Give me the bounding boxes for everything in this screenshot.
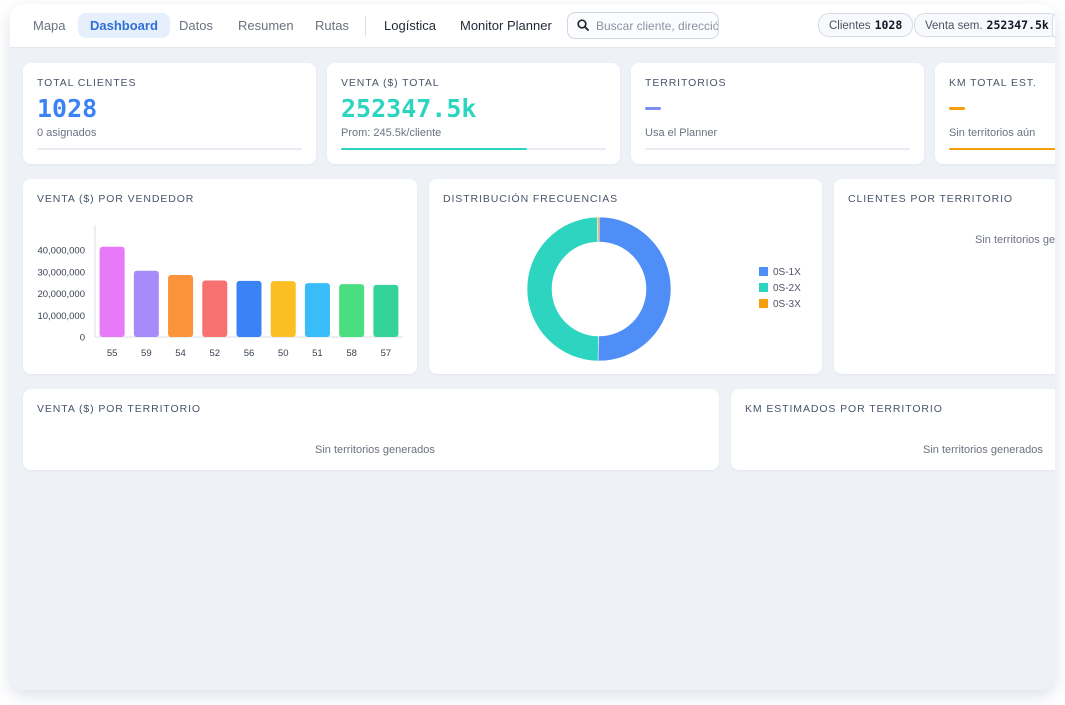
legend-swatch xyxy=(759,267,768,276)
nav-divider xyxy=(365,16,366,36)
y-tick-label: 10,000,000 xyxy=(37,311,85,322)
app-window: Mapa Dashboard Datos Resumen Rutas Logís… xyxy=(10,4,1055,690)
clientes-stat-pill: Clientes 1028 xyxy=(818,13,914,37)
kpi-subtitle: Prom: 245.5k/cliente xyxy=(341,127,442,139)
legend-item[interactable]: 0S-3X xyxy=(759,297,801,313)
empty-state-message: Sin territorios generados xyxy=(315,444,435,456)
search-box xyxy=(567,12,719,39)
bar xyxy=(373,284,399,337)
bar xyxy=(339,284,365,337)
kpi-progress-track xyxy=(645,148,910,150)
tab-rutas[interactable]: Rutas xyxy=(315,18,349,33)
kpi-value: 1028 xyxy=(37,94,98,123)
donut-slice xyxy=(596,216,600,243)
bar-chart-venta-vendedor: 40,000,000 30,000,000 20,000,000 10,000,000… xyxy=(37,225,403,359)
chart-card-km-territorio: KM ESTIMADOS POR TERRITORIO Sin territor… xyxy=(731,389,1055,470)
chart-card-venta-territorio: VENTA ($) POR TERRITORIO Sin territorios… xyxy=(23,389,719,470)
toolbar-overflow-button[interactable] xyxy=(1052,13,1055,39)
kpi-progress-fill xyxy=(949,148,1055,150)
x-tick-label: 55 xyxy=(107,348,118,359)
venta-semanal-stat-pill: Venta sem. 252347.5k xyxy=(914,13,1055,37)
chart-legend: 0S-1X 0S-2X 0S-3X xyxy=(759,265,801,313)
x-tick-label: 52 xyxy=(209,348,220,359)
bar xyxy=(236,280,262,337)
search-input[interactable] xyxy=(594,16,718,36)
x-tick-label: 54 xyxy=(175,348,186,359)
venta-stat-value: 252347.5k xyxy=(986,18,1049,32)
chart-title: VENTA ($) POR VENDEDOR xyxy=(37,193,195,205)
legend-item[interactable]: 0S-2X xyxy=(759,281,801,297)
kpi-label: KM TOTAL EST. xyxy=(949,77,1037,89)
donut-slice xyxy=(526,216,599,362)
x-tick-label: 59 xyxy=(141,348,152,359)
legend-label: 0S-2X xyxy=(773,283,801,294)
legend-label: 0S-3X xyxy=(773,299,801,310)
tab-logistica[interactable]: Logística xyxy=(384,18,437,33)
legend-item[interactable]: 0S-1X xyxy=(759,265,801,281)
bar xyxy=(168,275,194,337)
legend-label: 0S-1X xyxy=(773,267,801,278)
tab-resumen[interactable]: Resumen xyxy=(238,18,294,33)
donut-slice xyxy=(597,216,672,362)
kpi-progress-fill xyxy=(341,148,527,150)
legend-swatch xyxy=(759,283,768,292)
y-tick-label: 20,000,000 xyxy=(37,289,85,300)
chart-title: CLIENTES POR TERRITORIO xyxy=(848,193,1014,205)
venta-stat-label: Venta sem. xyxy=(925,20,983,32)
x-tick-label: 57 xyxy=(381,348,392,359)
kpi-empty-dash xyxy=(645,107,661,110)
kpi-subtitle: Usa el Planner xyxy=(645,127,718,139)
legend-swatch xyxy=(759,299,768,308)
chart-title: DISTRIBUCIÓN FRECUENCIAS xyxy=(443,193,619,205)
x-tick-label: 51 xyxy=(312,348,323,359)
kpi-progress-track xyxy=(949,148,1055,150)
kpi-card-venta-total: VENTA ($) TOTAL 252347.5k Prom: 245.5k/c… xyxy=(327,63,620,164)
clientes-stat-label: Clientes xyxy=(829,20,871,32)
chart-card-clientes-territorio: CLIENTES POR TERRITORIO Sin territorios … xyxy=(834,179,1055,374)
x-tick-label: 56 xyxy=(244,348,255,359)
top-navigation-bar: Mapa Dashboard Datos Resumen Rutas Logís… xyxy=(10,4,1055,48)
kpi-card-km-total: KM TOTAL EST. Sin territorios aún xyxy=(935,63,1055,164)
kpi-label: TERRITORIOS xyxy=(645,77,727,89)
x-tick-label: 50 xyxy=(278,348,289,359)
chart-card-frecuencias: DISTRIBUCIÓN FRECUENCIAS 0S-1X 0S-2X 0S-3X xyxy=(429,179,822,374)
kpi-card-territorios: TERRITORIOS Usa el Planner xyxy=(631,63,924,164)
bar xyxy=(202,280,228,337)
search-icon xyxy=(577,19,589,31)
tab-monitor-planner[interactable]: Monitor Planner xyxy=(460,18,552,33)
chart-card-venta-vendedor: VENTA ($) POR VENDEDOR 40,000,000 30,000,… xyxy=(23,179,417,374)
tab-dashboard[interactable]: Dashboard xyxy=(78,13,170,38)
bar xyxy=(133,270,159,337)
donut-chart-frecuencias xyxy=(526,216,672,362)
y-tick-label: 40,000,000 xyxy=(37,246,85,257)
kpi-subtitle: 0 asignados xyxy=(37,127,97,139)
clientes-stat-value: 1028 xyxy=(874,18,903,32)
chart-title: VENTA ($) POR TERRITORIO xyxy=(37,403,201,415)
x-tick-label: 58 xyxy=(346,348,357,359)
bar xyxy=(99,246,125,337)
kpi-progress-track xyxy=(341,148,606,150)
kpi-empty-dash xyxy=(949,107,965,110)
chart-title: KM ESTIMADOS POR TERRITORIO xyxy=(745,403,943,415)
kpi-progress-track xyxy=(37,148,302,150)
y-tick-label: 0 xyxy=(80,333,85,344)
bar xyxy=(270,281,296,337)
empty-state-message: Sin territorios generados xyxy=(975,234,1055,246)
kpi-value: 252347.5k xyxy=(341,94,477,123)
tab-mapa[interactable]: Mapa xyxy=(33,18,66,33)
kpi-card-total-clientes: TOTAL CLIENTES 1028 0 asignados xyxy=(23,63,316,164)
empty-state-message: Sin territorios generados xyxy=(923,444,1043,456)
kpi-label: VENTA ($) TOTAL xyxy=(341,77,440,89)
kpi-label: TOTAL CLIENTES xyxy=(37,77,137,89)
tab-datos[interactable]: Datos xyxy=(179,18,213,33)
y-tick-label: 30,000,000 xyxy=(37,267,85,278)
kpi-subtitle: Sin territorios aún xyxy=(949,127,1036,139)
bar xyxy=(304,283,330,337)
